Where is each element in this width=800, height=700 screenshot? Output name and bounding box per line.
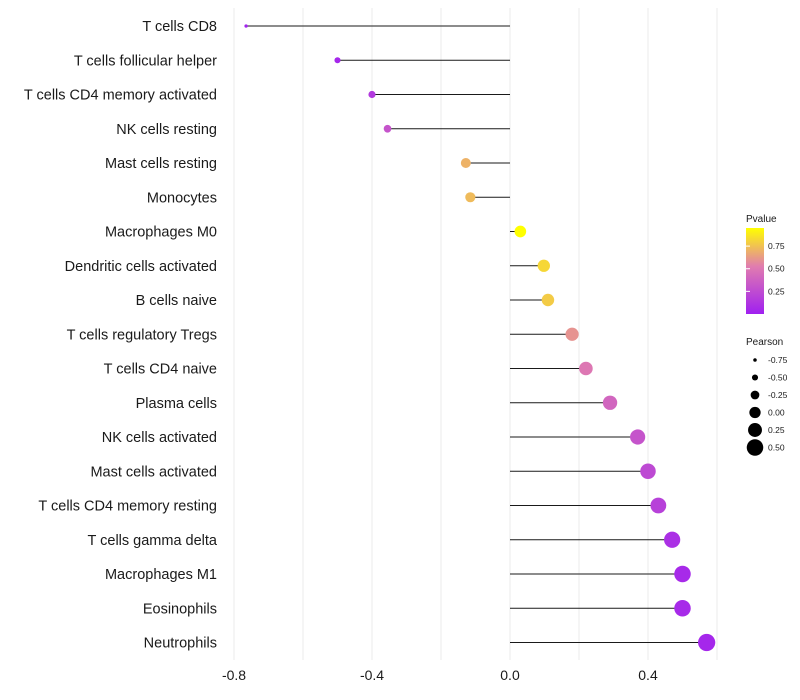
pearson-legend-label: -0.25 [768, 390, 788, 400]
point-b-cells-naive [541, 293, 555, 307]
point-neutrophils [698, 633, 716, 652]
pearson-legend-label: -0.50 [768, 373, 788, 383]
category-label: T cells CD4 memory resting [38, 499, 217, 515]
pearson-legend-dot [751, 374, 759, 381]
category-label: T cells CD8 [142, 19, 217, 35]
point-mast-cells-activated [640, 463, 656, 479]
pearson-legend-dot [750, 390, 760, 400]
category-label: B cells naive [136, 293, 217, 309]
point-macrophages-m0 [514, 225, 527, 238]
pearson-legend-dot [746, 439, 764, 456]
x-tick-label: -0.4 [360, 667, 384, 683]
point-plasma-cells [602, 395, 618, 410]
x-tick-labels: -0.8 -0.4 0.0 0.4 [222, 667, 658, 683]
point-t-cells-cd4-naive [579, 361, 593, 376]
pearson-legend-title: Pearson [746, 337, 783, 348]
category-label: Plasma cells [136, 396, 217, 412]
category-label: Mast cells resting [105, 156, 217, 172]
pearson-legend-dot [749, 406, 761, 419]
point-t-cells-gamma-delta [664, 531, 681, 548]
pearson-legend-label: 0.00 [768, 408, 785, 418]
category-labels: T cells CD8 T cells follicular helper T ce… [24, 19, 218, 652]
category-label: T cells gamma delta [88, 533, 218, 549]
category-label: NK cells resting [116, 122, 217, 138]
x-tick-label: 0.4 [638, 667, 658, 683]
pearson-legend-label: -0.75 [768, 355, 788, 365]
point-eosinophils [674, 599, 691, 617]
category-label: NK cells activated [102, 430, 217, 446]
point-monocytes [465, 192, 476, 203]
category-label: T cells CD4 naive [104, 362, 217, 378]
category-label: Dendritic cells activated [65, 259, 217, 275]
point-nk-cells-activated [630, 429, 646, 445]
point-mast-cells-resting [460, 158, 471, 168]
pvalue-legend-title: Pvalue [746, 214, 777, 225]
point-t-cells-regulatory-tregs [565, 327, 579, 341]
pvalue-legend: Pvalue 0.75 0.50 0.25 [746, 214, 785, 314]
category-label: Monocytes [147, 190, 217, 206]
category-label: Mast cells activated [90, 464, 217, 480]
stems [246, 25, 707, 643]
category-label: T cells regulatory Tregs [67, 327, 217, 343]
x-tick-label: -0.8 [222, 667, 246, 683]
category-label: Neutrophils [144, 636, 217, 652]
pearson-legend-label: 0.50 [768, 443, 785, 453]
pearson-legend-dot [753, 358, 757, 362]
category-label: T cells CD4 memory activated [24, 88, 217, 104]
point-dendritic-cells-activated [537, 259, 550, 272]
pvalue-tick-label: 0.75 [768, 241, 785, 251]
pearson-legend-dot [748, 423, 762, 437]
pvalue-tick-label: 0.25 [768, 286, 785, 296]
pvalue-colorbar [746, 228, 764, 314]
category-label: Macrophages M0 [105, 225, 217, 241]
pvalue-tick-label: 0.50 [768, 264, 785, 274]
point-t-cells-cd4-memory-activated [368, 90, 376, 99]
point-t-cells-cd8 [244, 24, 248, 28]
point-nk-cells-resting [383, 124, 392, 133]
grid-lines [233, 8, 718, 660]
category-label: Eosinophils [143, 601, 217, 617]
point-macrophages-m1 [674, 565, 691, 583]
x-tick-label: 0.0 [500, 667, 520, 683]
points [244, 24, 716, 652]
category-label: Macrophages M1 [105, 567, 217, 583]
pearson-legend: Pearson -0.75 -0.50 -0.25 0.00 0.25 0.50 [746, 337, 788, 456]
category-label: T cells follicular helper [74, 53, 217, 69]
point-t-cells-cd4-memory-resting [650, 497, 667, 514]
pearson-legend-label: 0.25 [768, 425, 785, 435]
point-t-cells-follicular-helper [334, 57, 341, 64]
